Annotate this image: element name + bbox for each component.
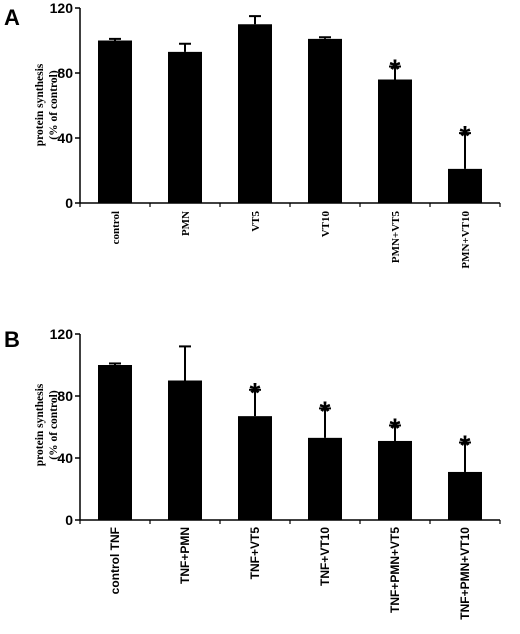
panel-a-bar: [378, 79, 412, 203]
panel-b-bar: [308, 437, 342, 520]
panel-a-ylabel-line2: (% of control): [48, 70, 60, 140]
panel-b-bar: [448, 471, 482, 520]
panel-a-category-label: VT10: [320, 211, 332, 238]
panel-a-y-tick-label: 80: [57, 65, 73, 81]
panel-b-letter: B: [4, 327, 20, 352]
panel-a-ylabel-line1: protein synthesis: [34, 63, 46, 146]
panel-a-category-label: control: [110, 211, 122, 244]
panel-b-bar: [98, 365, 132, 520]
panel-a-category-label: PMN+VT10: [460, 211, 472, 269]
panel-b-ylabel-line1: protein synthesis: [34, 383, 46, 466]
panel-b-category-label: TNF+VT5: [248, 527, 262, 580]
panel-a-y-tick-label: 0: [65, 195, 73, 211]
panel-b-category-label: control TNF: [108, 527, 122, 594]
panel-a-bar: [448, 168, 482, 203]
panel-b-significance-star: *: [250, 377, 261, 408]
panel-a-significance-star: *: [390, 54, 401, 85]
panel-a-bar: [98, 40, 132, 203]
panel-b-significance-star: *: [460, 430, 471, 461]
panel-b-significance-star: *: [320, 395, 331, 426]
panel-a-bar: [238, 24, 272, 203]
panel-b-ylabel-line2: (% of control): [48, 390, 60, 460]
panel-b-category-label: TNF+PMN: [178, 527, 192, 584]
panel-a-category-label: PMN: [180, 211, 192, 236]
panel-a-chart: A protein synthesis (% of control) 0 40 80…: [4, 0, 501, 269]
panel-b-significance-star: *: [390, 412, 401, 443]
panel-a-y-tick-label: 120: [50, 0, 74, 16]
panel-b-category-label: TNF+VT10: [318, 527, 332, 586]
panel-a-letter: A: [4, 5, 20, 30]
panel-b-bar: [238, 416, 272, 520]
panel-b-bar: [378, 440, 412, 520]
panel-b-category-label: TNF+PMN+VT5: [388, 527, 402, 613]
panel-b-y-tick-label: 80: [57, 388, 73, 404]
panel-a-y-tick-label: 40: [57, 130, 73, 146]
panel-b-y-tick-label: 40: [57, 450, 73, 466]
panel-a-bar: [308, 38, 342, 203]
panel-a-bar: [168, 51, 202, 203]
panel-b-y-tick-label: 0: [65, 512, 73, 528]
panel-b-chart: B protein synthesis (% of control) 0 40 80…: [4, 326, 501, 620]
panel-b-y-tick-label: 120: [50, 326, 74, 342]
panel-a-category-label: PMN+VT5: [390, 211, 402, 264]
panel-a-category-label: VT5: [250, 211, 262, 232]
panel-b-bar: [168, 380, 202, 520]
panel-a-significance-star: *: [460, 120, 471, 151]
panel-b-category-label: TNF+PMN+VT10: [458, 527, 472, 620]
